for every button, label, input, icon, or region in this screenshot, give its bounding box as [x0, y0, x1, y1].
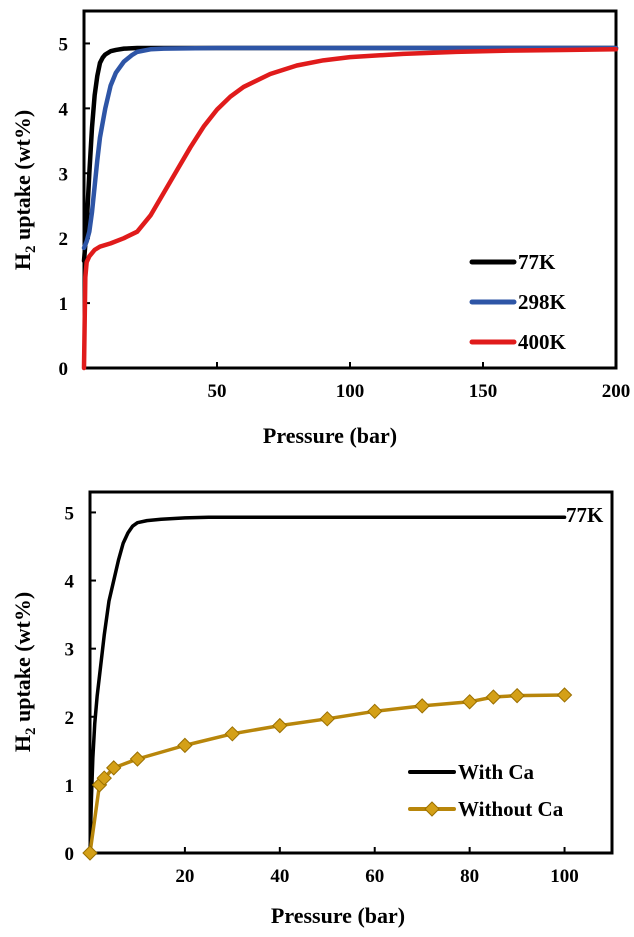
legend-label-with-ca: With Ca: [458, 760, 535, 784]
data-point-without-ca: [509, 687, 525, 704]
y-tick-label: 5: [65, 503, 75, 524]
data-point-without-ca: [367, 703, 383, 720]
legend: With Ca Without Ca: [408, 760, 564, 821]
legend-marker-without-ca: [424, 801, 440, 817]
y-axis-title: H2 uptake (wt%): [10, 110, 39, 270]
data-point-without-ca: [106, 760, 122, 776]
series-line-with-ca: [88, 515, 567, 855]
series-line-400k: [81, 47, 619, 371]
x-ticks: 50 100 150 200: [208, 362, 631, 402]
x-tick-label: 60: [365, 866, 384, 887]
chart-bottom: 20 40 60 80 100 0 1 2 3 4 5 With Ca Without Ca 77K…: [10, 490, 614, 928]
y-tick-label: 2: [65, 708, 75, 729]
legend-label-298k: 298K: [518, 290, 567, 314]
x-axis-title: Pressure (bar): [263, 423, 397, 448]
data-point-without-ca: [129, 751, 146, 767]
x-tick-label: 80: [460, 866, 479, 887]
data-point-without-ca: [485, 689, 502, 705]
data-point-without-ca: [414, 698, 430, 714]
x-tick-label: 150: [469, 381, 498, 402]
y-tick-label: 1: [65, 776, 75, 797]
y-tick-label: 5: [59, 34, 69, 55]
data-point-without-ca: [82, 845, 98, 861]
y-tick-label: 3: [65, 640, 75, 661]
y-tick-label: 3: [59, 164, 69, 185]
series-line-77k: [81, 45, 619, 264]
series-line-298k: [81, 45, 619, 251]
data-point-without-ca: [177, 737, 193, 754]
y-tick-label: 0: [65, 844, 75, 865]
data-point-without-ca: [319, 711, 335, 727]
x-tick-label: 200: [602, 381, 631, 402]
x-ticks: 20 40 60 80 100: [175, 847, 579, 887]
data-point-without-ca: [556, 687, 573, 703]
x-tick-label: 50: [208, 381, 227, 402]
legend-label-77k: 77K: [518, 250, 556, 274]
series-layer: [82, 515, 573, 861]
legend-label-400k: 400K: [518, 330, 567, 354]
y-axis-title: H2 uptake (wt%): [10, 592, 39, 752]
y-tick-label: 4: [59, 99, 69, 120]
x-axis-title: Pressure (bar): [271, 903, 405, 928]
legend: 77K 298K 400K: [469, 250, 567, 354]
y-tick-label: 1: [59, 294, 69, 315]
x-tick-label: 100: [550, 866, 579, 887]
legend-label-without-ca: Without Ca: [458, 797, 564, 821]
series-layer: [81, 45, 619, 371]
plot-frame: [88, 490, 614, 855]
temperature-annotation: 77K: [566, 503, 604, 527]
data-point-without-ca: [96, 770, 112, 786]
x-tick-label: 20: [175, 866, 194, 887]
y-tick-label: 0: [59, 359, 69, 380]
data-point-without-ca: [461, 694, 478, 710]
y-tick-label: 2: [59, 229, 69, 250]
data-point-without-ca: [224, 726, 241, 742]
x-tick-label: 100: [336, 381, 365, 402]
x-tick-label: 40: [270, 866, 289, 887]
y-tick-label: 4: [65, 572, 75, 593]
data-point-without-ca: [272, 717, 288, 734]
chart-top: 50 100 150 200 0 1 2 3 4 5 77K 298K 400K Pressure …: [10, 9, 631, 448]
